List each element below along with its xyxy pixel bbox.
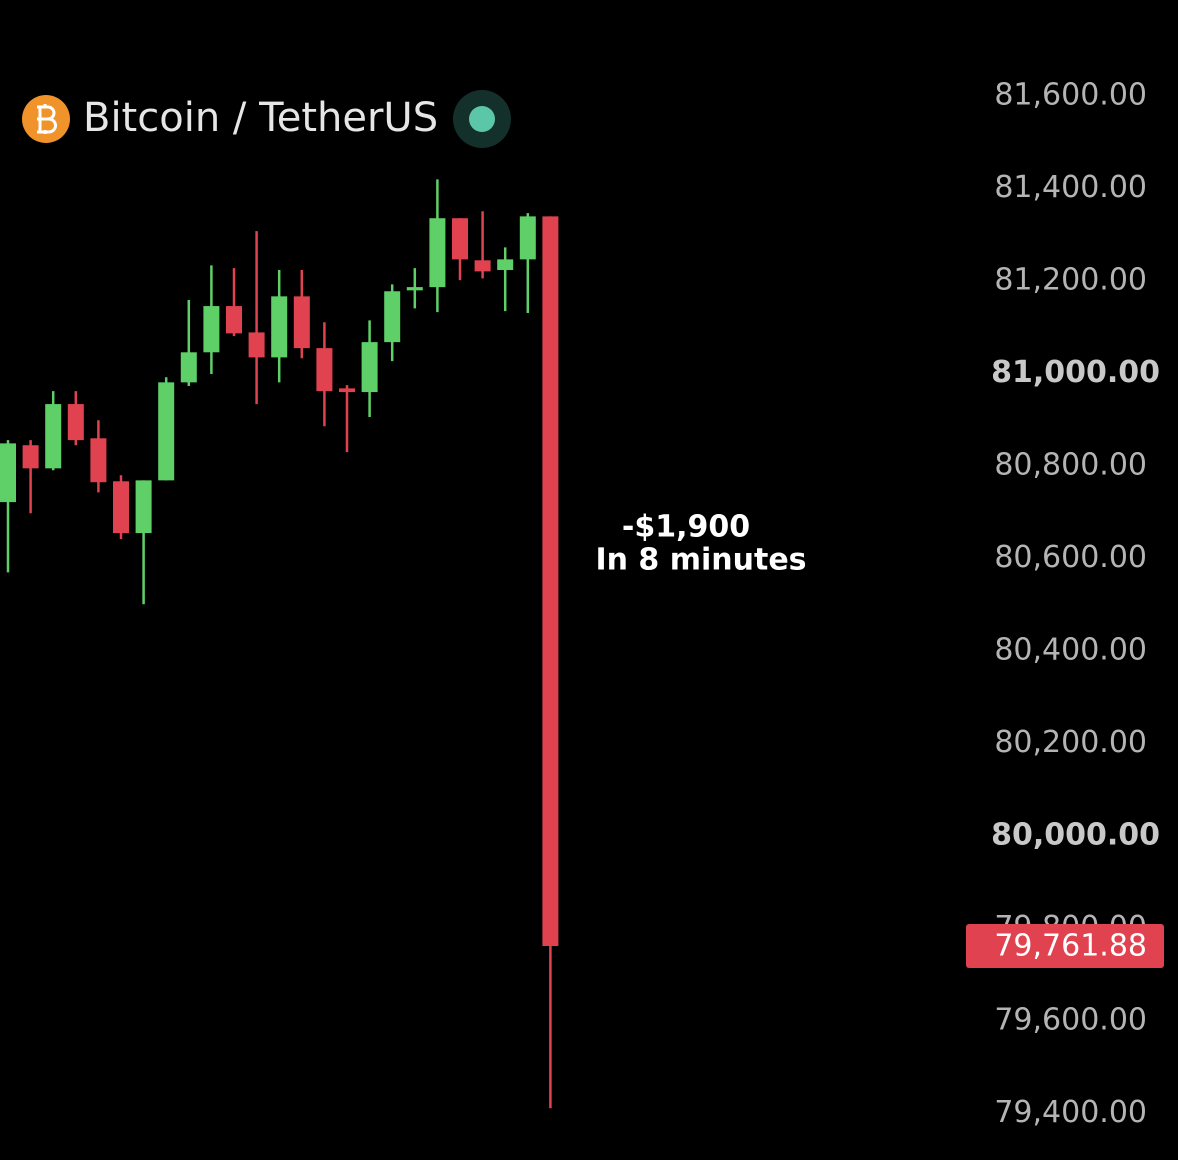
y-tick-label: 81,400.00 bbox=[994, 170, 1147, 205]
annotation: In 8 minutes bbox=[595, 543, 806, 578]
status-dot bbox=[469, 106, 495, 132]
candle-body bbox=[384, 291, 401, 343]
candle-body bbox=[45, 404, 62, 469]
candle-body bbox=[361, 342, 378, 393]
last-price-label: 79,761.88 bbox=[994, 928, 1147, 963]
candle-body bbox=[0, 443, 16, 503]
candle-body bbox=[22, 445, 39, 469]
candle-body bbox=[519, 216, 536, 260]
candle-body bbox=[452, 218, 468, 260]
candle-body bbox=[429, 218, 446, 288]
y-tick-label: 80,200.00 bbox=[994, 725, 1147, 760]
y-tick-label: 81,000.00 bbox=[991, 355, 1160, 390]
annotation: -$1,900 bbox=[622, 510, 750, 545]
candle-body bbox=[339, 388, 355, 393]
y-tick-label: 81,200.00 bbox=[994, 263, 1147, 298]
y-tick-label: 79,400.00 bbox=[994, 1095, 1147, 1130]
candle-body bbox=[316, 348, 333, 392]
y-tick-label: 80,400.00 bbox=[994, 632, 1147, 667]
y-tick-label: 81,600.00 bbox=[994, 78, 1147, 113]
candle-body bbox=[203, 306, 220, 353]
last-price-box bbox=[966, 923, 1164, 968]
bitcoin-glyph bbox=[37, 104, 57, 134]
y-tick-label: 80,000.00 bbox=[991, 817, 1160, 852]
candle-body bbox=[180, 352, 197, 383]
candle-body bbox=[67, 404, 84, 441]
candle-body bbox=[542, 216, 559, 946]
candle-body bbox=[248, 332, 265, 358]
candle-body bbox=[474, 260, 491, 272]
candle-body bbox=[158, 382, 175, 481]
candle-body bbox=[135, 480, 152, 534]
candle-body bbox=[497, 259, 514, 271]
candle-body bbox=[293, 296, 310, 349]
candle-body bbox=[90, 438, 107, 483]
y-tick-label: 80,600.00 bbox=[994, 540, 1147, 575]
y-tick-label: 79,600.00 bbox=[994, 1002, 1147, 1037]
candle-body bbox=[226, 306, 242, 334]
candle-body bbox=[113, 481, 129, 534]
candle-body bbox=[271, 296, 288, 358]
candle-body bbox=[406, 287, 423, 291]
chart-title: Bitcoin / TetherUS bbox=[83, 95, 438, 141]
y-tick-label: 80,800.00 bbox=[994, 448, 1147, 483]
